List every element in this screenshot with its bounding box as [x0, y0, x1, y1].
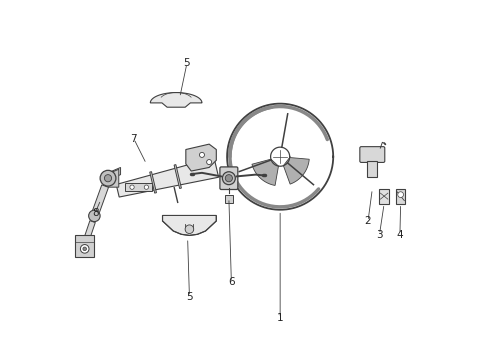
Polygon shape [283, 158, 309, 184]
Polygon shape [125, 183, 152, 192]
Circle shape [130, 185, 134, 189]
FancyBboxPatch shape [220, 167, 238, 189]
Circle shape [104, 175, 112, 182]
Circle shape [185, 225, 194, 234]
Text: 5: 5 [186, 292, 193, 302]
Circle shape [207, 159, 212, 165]
Polygon shape [106, 169, 119, 187]
Circle shape [225, 175, 232, 182]
FancyBboxPatch shape [360, 147, 385, 162]
Text: 2: 2 [365, 216, 371, 226]
Polygon shape [252, 159, 278, 185]
Circle shape [144, 185, 148, 189]
Text: 8: 8 [92, 208, 98, 218]
Circle shape [222, 172, 235, 185]
Text: 4: 4 [396, 230, 403, 239]
Circle shape [100, 170, 116, 186]
Polygon shape [186, 144, 216, 171]
Text: 5: 5 [184, 58, 190, 68]
Polygon shape [150, 172, 156, 193]
Bar [74, 235, 95, 257]
Text: 1: 1 [277, 313, 283, 323]
Bar [368, 161, 377, 177]
Bar [379, 189, 389, 204]
Text: 3: 3 [376, 230, 383, 239]
Text: 6: 6 [228, 277, 235, 287]
Circle shape [398, 192, 403, 198]
Bar [224, 195, 233, 203]
Text: 7: 7 [130, 134, 137, 144]
Polygon shape [150, 93, 202, 107]
Bar [396, 189, 405, 204]
Circle shape [80, 244, 89, 253]
Circle shape [83, 247, 87, 251]
Polygon shape [108, 167, 121, 180]
Polygon shape [91, 185, 108, 217]
Polygon shape [116, 158, 219, 197]
Circle shape [89, 210, 100, 222]
Polygon shape [163, 215, 216, 235]
Circle shape [199, 152, 204, 157]
Polygon shape [174, 165, 181, 189]
Polygon shape [83, 221, 96, 244]
